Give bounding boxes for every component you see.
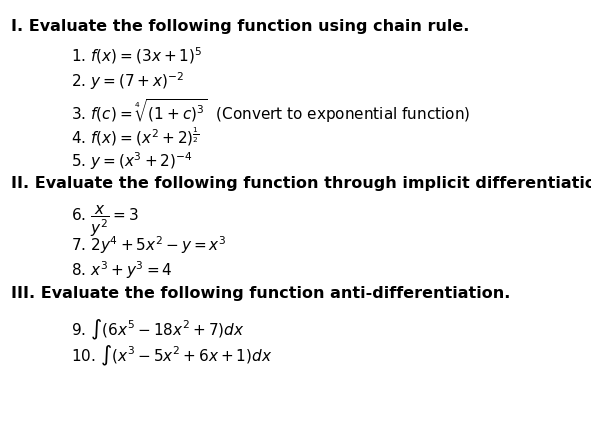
Text: 9. $\int (6x^5 - 18x^2 + 7)dx$: 9. $\int (6x^5 - 18x^2 + 7)dx$ <box>71 318 245 343</box>
Text: I. Evaluate the following function using chain rule.: I. Evaluate the following function using… <box>11 19 469 35</box>
Text: 3. $f(c) = \sqrt[4]{(1 + c)^3}$  (Convert to exponential function): 3. $f(c) = \sqrt[4]{(1 + c)^3}$ (Convert… <box>71 97 470 125</box>
Text: 7. $2y^4 + 5x^2 - y = x^3$: 7. $2y^4 + 5x^2 - y = x^3$ <box>71 234 226 256</box>
Text: 4. $f(x) = (x^2 + 2)^{\frac{1}{2}}$: 4. $f(x) = (x^2 + 2)^{\frac{1}{2}}$ <box>71 125 200 148</box>
Text: III. Evaluate the following function anti-differentiation.: III. Evaluate the following function ant… <box>11 286 510 301</box>
Text: 1. $f(x) = (3x + 1)^5$: 1. $f(x) = (3x + 1)^5$ <box>71 45 202 66</box>
Text: 2. $y = (7 + x)^{-2}$: 2. $y = (7 + x)^{-2}$ <box>71 70 184 92</box>
Text: 8. $x^3 + y^3 = 4$: 8. $x^3 + y^3 = 4$ <box>71 259 173 281</box>
Text: 5. $y = (x^3 + 2)^{-4}$: 5. $y = (x^3 + 2)^{-4}$ <box>71 150 193 172</box>
Text: 6. $\dfrac{x}{y^2} = 3$: 6. $\dfrac{x}{y^2} = 3$ <box>71 203 138 238</box>
Text: 10. $\int (x^3 - 5x^2 + 6x + 1)dx$: 10. $\int (x^3 - 5x^2 + 6x + 1)dx$ <box>71 343 272 368</box>
Text: II. Evaluate the following function through implicit differentiation.: II. Evaluate the following function thro… <box>11 176 591 191</box>
